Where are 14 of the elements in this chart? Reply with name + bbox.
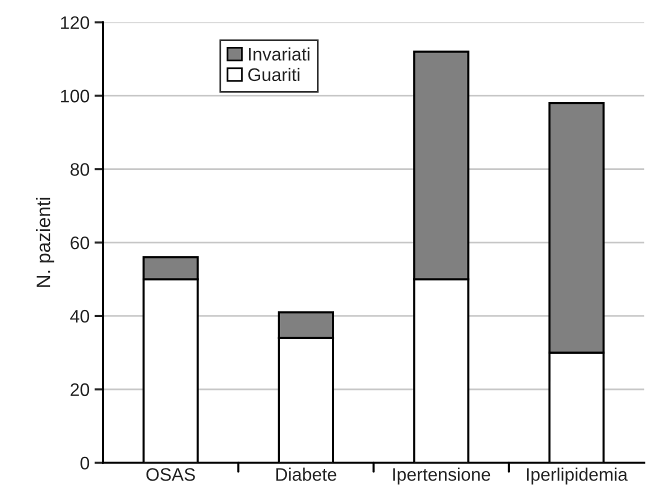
y-tick-label: 40 xyxy=(70,310,90,323)
y-tick-label: 120 xyxy=(61,16,90,30)
legend-label: Guariti xyxy=(248,68,300,82)
x-tick-label: Diabete xyxy=(276,468,336,481)
y-tick-label: 0 xyxy=(80,456,90,470)
legend-label: Invariati xyxy=(249,47,310,61)
y-tick-label: 20 xyxy=(70,383,90,396)
y-tick-label: 100 xyxy=(61,90,90,102)
y-axis-title: N. pazienti xyxy=(36,198,54,287)
x-tick-label: Iperlipidemia xyxy=(527,468,628,484)
x-tick-label: Ipertensione xyxy=(393,468,490,484)
y-tick-label: 80 xyxy=(70,163,90,176)
y-tick-label: 60 xyxy=(70,236,90,250)
x-tick-label: OSAS xyxy=(146,468,195,481)
